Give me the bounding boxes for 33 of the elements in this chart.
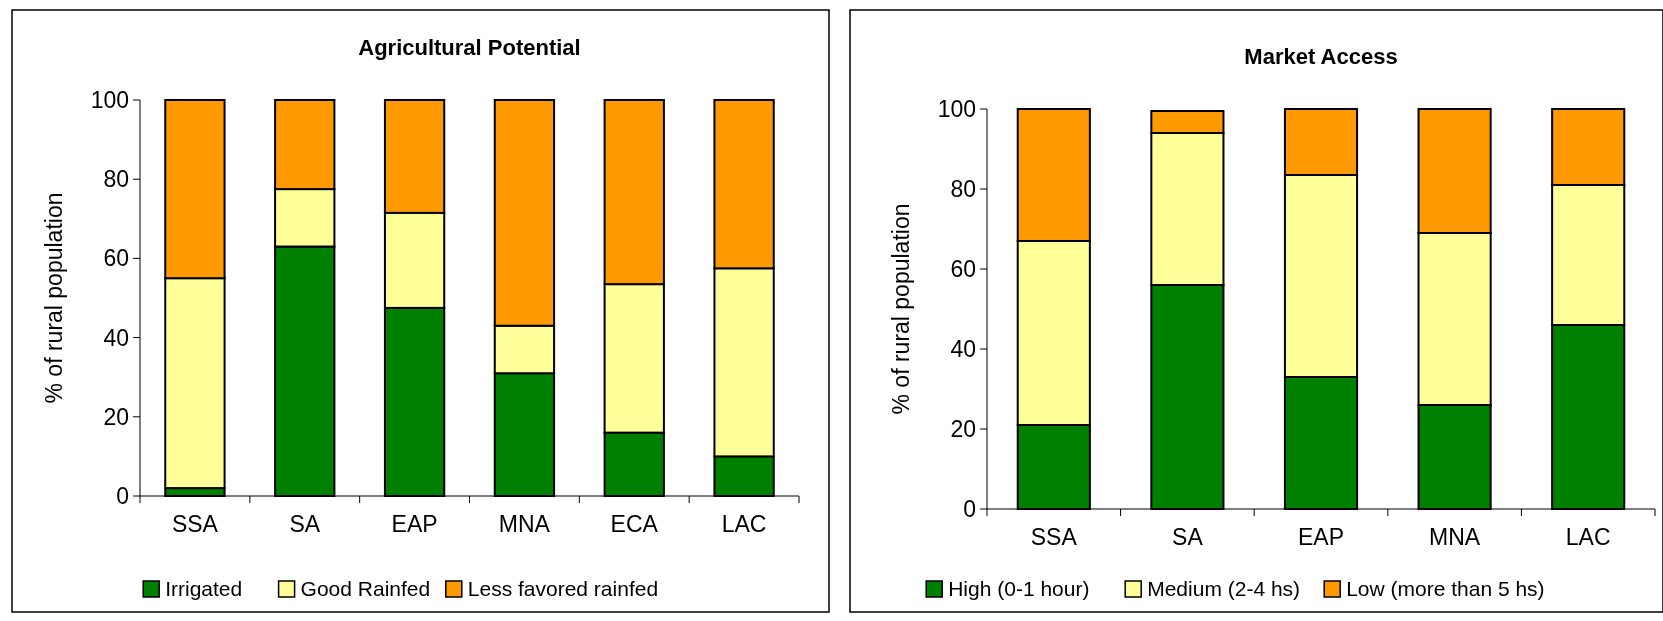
x-tick-label: SA bbox=[289, 511, 321, 537]
y-tick-label: 0 bbox=[963, 496, 976, 523]
y-tick-label: 100 bbox=[90, 87, 129, 114]
y-tick-label: 80 bbox=[950, 176, 976, 203]
x-tick-label: SA bbox=[1172, 524, 1204, 550]
y-axis-title: % of rural population bbox=[41, 192, 67, 404]
x-tick-label: LAC bbox=[1565, 524, 1611, 550]
y-axis-title: % of rural population bbox=[888, 203, 914, 415]
x-tick-label: EAP bbox=[1297, 524, 1345, 550]
legend-label: High (0-1 hour) bbox=[948, 577, 1090, 600]
y-tick-label: 100 bbox=[937, 96, 976, 123]
legend-label: Low (more than 5 hs) bbox=[1346, 577, 1545, 600]
chart-title: Market Access bbox=[1244, 44, 1398, 69]
legend-label: Less favored rainfed bbox=[467, 577, 659, 600]
y-tick-label: 0 bbox=[116, 483, 129, 510]
x-tick-label: LAC bbox=[721, 511, 767, 537]
x-tick-label: SSA bbox=[1030, 524, 1078, 550]
y-tick-label: 20 bbox=[950, 416, 976, 443]
legend-label: Irrigated bbox=[165, 577, 243, 600]
legend-label: Medium (2-4 hs) bbox=[1147, 577, 1301, 600]
y-tick-label: 60 bbox=[950, 256, 976, 283]
x-tick-label: MNA bbox=[1429, 524, 1481, 550]
x-tick-label: SSA bbox=[171, 511, 219, 537]
y-tick-label: 40 bbox=[103, 324, 129, 351]
y-tick-label: 80 bbox=[103, 166, 129, 193]
chart-title: Agricultural Potential bbox=[358, 35, 581, 60]
x-tick-label: EAP bbox=[391, 511, 438, 537]
legend-label: Good Rainfed bbox=[300, 577, 431, 600]
y-tick-label: 20 bbox=[103, 403, 129, 430]
y-tick-label: 40 bbox=[950, 336, 976, 363]
x-tick-label: MNA bbox=[498, 511, 551, 537]
y-tick-label: 60 bbox=[103, 245, 129, 272]
x-tick-label: ECA bbox=[610, 511, 659, 537]
